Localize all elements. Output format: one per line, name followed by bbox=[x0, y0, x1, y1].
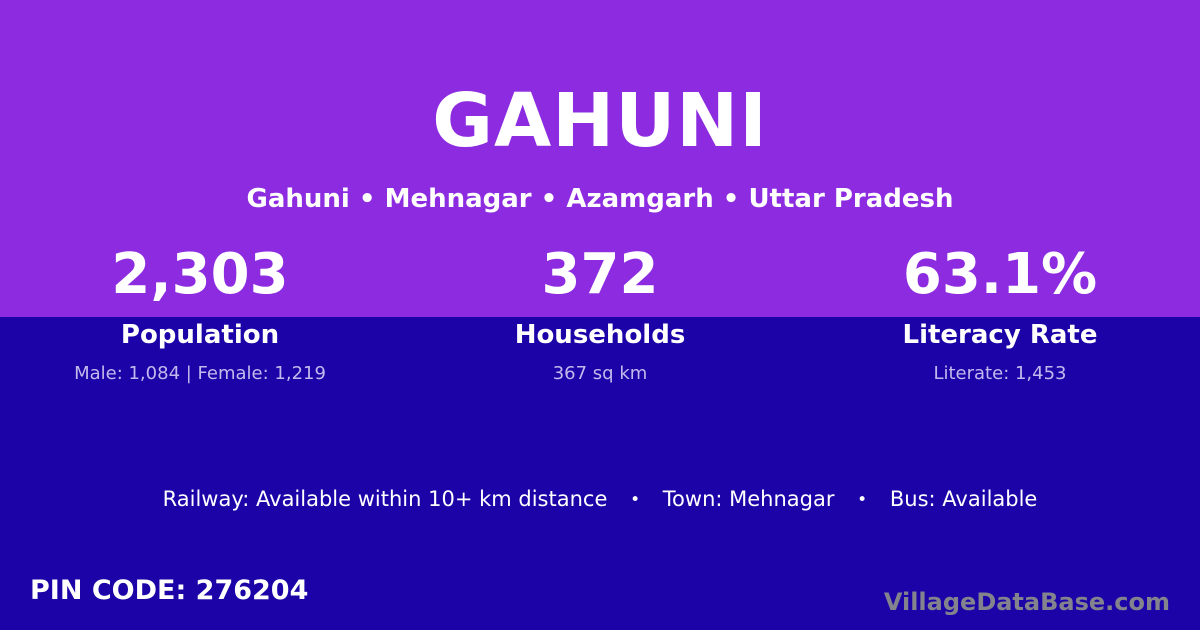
households-value: 372 bbox=[541, 242, 659, 307]
breadcrumb: Gahuni • Mehnagar • Azamgarh • Uttar Pra… bbox=[246, 184, 954, 214]
purple-header-band bbox=[0, 0, 1200, 317]
stat-column-population: 2,303 Population Male: 1,084 | Female: 1… bbox=[0, 242, 400, 385]
village-title: GAHUNI bbox=[432, 78, 768, 164]
separator-dot: • bbox=[857, 490, 868, 510]
literacy-value: 63.1% bbox=[902, 242, 1098, 307]
site-watermark: VillageDataBase.com bbox=[883, 588, 1170, 616]
pin-code-label: PIN CODE: 276204 bbox=[30, 575, 309, 606]
population-label: Population bbox=[120, 320, 280, 350]
bus-info: Bus: Available bbox=[889, 487, 1038, 511]
population-detail: Male: 1,084 | Female: 1,219 bbox=[74, 363, 326, 384]
literacy-detail: Literate: 1,453 bbox=[933, 363, 1067, 384]
transport-info-line: Railway: Available within 10+ km distanc… bbox=[0, 487, 1200, 511]
households-detail: 367 sq km bbox=[552, 363, 648, 384]
separator-dot: • bbox=[630, 490, 641, 510]
households-label: Households bbox=[514, 320, 686, 350]
population-value: 2,303 bbox=[111, 242, 289, 307]
railway-info: Railway: Available within 10+ km distanc… bbox=[162, 487, 608, 511]
stat-column-households: 372 Households 367 sq km bbox=[400, 242, 800, 385]
stats-row: 2,303 Population Male: 1,084 | Female: 1… bbox=[0, 242, 1200, 385]
town-info: Town: Mehnagar bbox=[662, 487, 835, 511]
literacy-label: Literacy Rate bbox=[902, 320, 1098, 350]
stat-column-literacy: 63.1% Literacy Rate Literate: 1,453 bbox=[800, 242, 1200, 385]
